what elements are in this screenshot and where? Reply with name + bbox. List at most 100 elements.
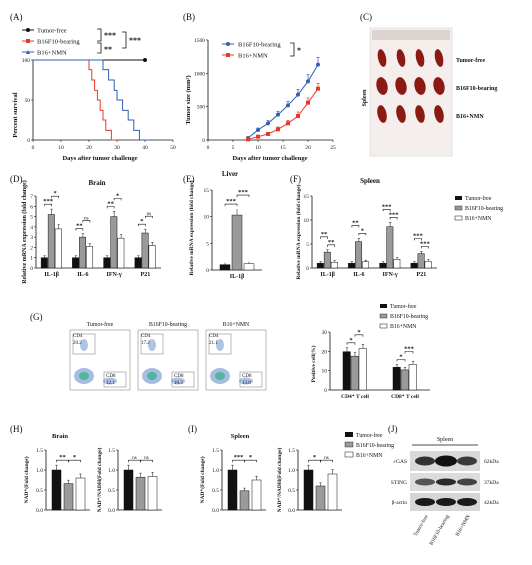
chart-d-bar <box>148 245 156 269</box>
chart-f-title: Spleen <box>360 177 380 185</box>
chart-d-ytick-label: 4 <box>30 225 33 231</box>
chart-d-bar <box>47 214 55 269</box>
chart-e-sig-b-bracket <box>236 194 250 198</box>
chart-a-xtick-label: 30 <box>114 145 120 151</box>
axis-i1-ylabel: NAD⁺(Fold change) <box>199 456 206 503</box>
panel-label-i: (I) <box>188 424 197 434</box>
chart-d-sig-b: * <box>116 192 119 199</box>
chart-f-bar <box>386 226 394 269</box>
chart-f-bar <box>330 261 338 269</box>
chart-a-ytick-label: 50 <box>25 98 31 104</box>
flow-gate-cd8 <box>171 371 195 388</box>
chart-g-ytick-label: 0 <box>324 388 327 394</box>
flow-cd8-2: CD8 <box>174 374 184 379</box>
chart-g-sig-b-bracket <box>354 334 364 337</box>
sig-a-top: *** <box>104 31 116 40</box>
chart-h1-ytick-label: 0.0 <box>36 508 43 514</box>
chart-d-sig-b-bracket <box>145 215 153 219</box>
chart-g-bar <box>408 364 417 391</box>
panel-a-significance: *** ** *** <box>97 28 141 54</box>
chart-h1-bar <box>51 469 62 511</box>
chart-g-bar <box>400 369 409 391</box>
blot-j-band-3: β-actin <box>392 500 408 506</box>
blot-j-kda-3: 42kDa <box>484 500 499 506</box>
chart-h2-ytick-label: 1.5 <box>108 448 115 454</box>
band-actin-2 <box>436 498 456 506</box>
blot-j-lane-1: Tumor-free <box>412 513 430 538</box>
panel-b-legend: B16F10-bearing B16+NMN * <box>222 42 301 60</box>
chart-i2-ytick-label: 1.0 <box>288 468 295 474</box>
chart-f-category: IL-1β <box>320 272 335 278</box>
chart-f-bar <box>362 261 370 269</box>
growth-line-0 <box>247 64 319 139</box>
blot-j-membrane <box>410 451 480 511</box>
spleen-sample <box>414 77 426 95</box>
chart-g-bar <box>358 348 367 391</box>
flow-population-cd4 <box>80 339 88 351</box>
chart-d-bar <box>134 257 142 269</box>
chart-g-ytick-label: 10 <box>322 369 328 375</box>
chart-h1-sig-a: ** <box>59 454 66 461</box>
chart-g-sig-a-bracket <box>396 359 406 362</box>
growth-point <box>316 86 320 91</box>
chart-f-ytick-label: 0 <box>306 266 309 272</box>
spleen-sample <box>433 77 445 95</box>
sig-b: * <box>297 46 301 55</box>
chart-d-sig-a-bracket <box>75 228 84 231</box>
chart-h-title: Brain <box>52 433 68 440</box>
chart-i1-ytick-label: 1.0 <box>212 468 219 474</box>
chart-g-sig-a: * <box>399 353 402 360</box>
chart-e-bar <box>231 214 243 271</box>
axis-h1-ylabel: NAD⁺(Fold change) <box>23 456 30 503</box>
chart-f-sig-a-bracket <box>320 236 328 239</box>
panel-label-f: (F) <box>290 174 301 184</box>
chart-d-ytick-label: 7 <box>30 194 33 200</box>
chart-e-ytick-label: 10 <box>204 215 210 221</box>
band-cgas-3 <box>457 456 477 466</box>
panel-label-d: (D) <box>10 174 23 184</box>
chart-i1-sig-b: * <box>249 454 252 461</box>
legend-a-nmn: B16+NMN <box>37 50 67 57</box>
blot-j-band-2: STING <box>391 480 407 486</box>
flow-gate-cd4 <box>208 333 232 355</box>
photo-c-side-label: Spleen <box>362 89 368 107</box>
chart-h2-ytick-label: 1.0 <box>108 468 115 474</box>
chart-i2-ytick-label: 0.0 <box>288 508 295 514</box>
flow-population-cd8 <box>103 377 117 385</box>
legend-i-b16: B16F10-bearing <box>356 443 394 449</box>
blot-j-band-1: cGAS <box>394 459 407 465</box>
chart-f-bar <box>348 262 356 269</box>
chart-f-sig-a-bracket <box>351 225 360 228</box>
chart-a-xtick-label: 10 <box>58 145 64 151</box>
flow-cd8val-1: 12.1 <box>106 381 115 386</box>
growth-point <box>276 112 280 117</box>
panel-label-h: (H) <box>10 424 23 434</box>
flow-cd8-3: CD8 <box>242 374 252 379</box>
legend-f-tumor-free: Tumor-free <box>465 195 492 202</box>
flow-population-cd8 <box>171 377 185 385</box>
panel-f-legend: Tumor-free B16F10-bearing B16+NMN <box>454 195 503 222</box>
chart-i1-bar <box>227 469 238 511</box>
chart-f-bar <box>417 253 425 269</box>
panel-i-legend: Tumor-free B16F10-bearing B16+NMN <box>344 432 394 459</box>
chart-h1-sig-b-bracket <box>68 459 81 463</box>
flow-title-2: B16F10-bearing <box>149 322 187 328</box>
legend-g-nmn: B16+NMN <box>390 324 417 330</box>
growth-point <box>296 114 300 118</box>
chart-d-sig-b-bracket <box>82 220 91 223</box>
chart-i1-bar <box>239 490 250 511</box>
chart-d-ytick-label: 3 <box>30 235 33 241</box>
chart-f-sig-b-bracket <box>421 246 429 249</box>
legend-b-nmn: B16+NMN <box>238 53 268 60</box>
flow-population-cd4 <box>216 339 224 351</box>
chart-i2-bar <box>315 485 326 511</box>
chart-e-bar <box>219 264 231 271</box>
chart-d-sig-b-bracket <box>113 198 122 201</box>
chart-f-category: IL-6 <box>353 272 364 278</box>
chart-h1-bar <box>63 483 74 511</box>
chart-i-title: Spleen <box>231 433 250 440</box>
chart-e-sig-a-bracket <box>224 203 238 207</box>
growth-point <box>276 127 280 132</box>
chart-f-category: IFN-γ <box>383 272 398 278</box>
spleen-sample <box>415 105 425 123</box>
